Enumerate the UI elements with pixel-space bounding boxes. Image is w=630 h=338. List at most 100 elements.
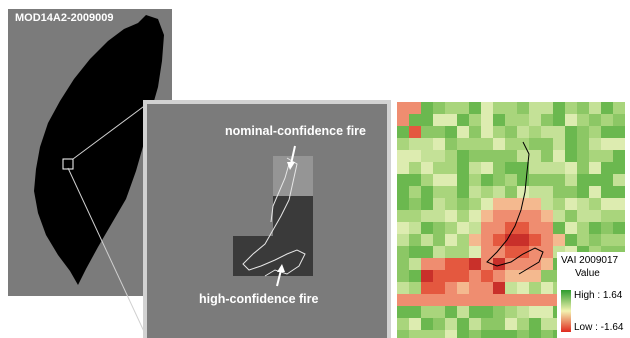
vai-cell [601, 102, 613, 114]
vai-cell [529, 198, 541, 210]
vai-cell [553, 114, 565, 126]
vai-cell [481, 102, 493, 114]
vai-cell [505, 234, 517, 246]
vai-cell [541, 114, 553, 126]
vai-cell [397, 246, 409, 258]
vai-cell [457, 150, 469, 162]
vai-cell [421, 270, 433, 282]
vai-cell [469, 234, 481, 246]
vai-cell [541, 150, 553, 162]
vai-cell [493, 138, 505, 150]
vai-cell [493, 270, 505, 282]
vai-cell [505, 294, 517, 306]
vai-cell [397, 210, 409, 222]
vai-cell [433, 318, 445, 330]
vai-cell [481, 330, 493, 338]
vai-cell [565, 102, 577, 114]
vai-cell [409, 222, 421, 234]
vai-cell [433, 186, 445, 198]
vai-cell [517, 102, 529, 114]
vai-cell [505, 114, 517, 126]
vai-cell [577, 138, 589, 150]
vai-cell [589, 102, 601, 114]
vai-cell [421, 222, 433, 234]
vai-cell [577, 126, 589, 138]
vai-cell [517, 186, 529, 198]
vai-cell [529, 270, 541, 282]
vai-cell [481, 114, 493, 126]
vai-cell [433, 282, 445, 294]
vai-cell [409, 174, 421, 186]
fire-pixel [273, 196, 313, 236]
fire-detail-panel: nominal-confidence fire high-confidence … [143, 100, 391, 338]
vai-cell [613, 234, 625, 246]
vai-cell [589, 222, 601, 234]
vai-cell [481, 246, 493, 258]
vai-cell [421, 162, 433, 174]
vai-cell [517, 294, 529, 306]
vai-cell [577, 186, 589, 198]
vai-cell [529, 114, 541, 126]
vai-cell [409, 306, 421, 318]
vai-cell [433, 294, 445, 306]
vai-cell [445, 174, 457, 186]
vai-cell [601, 186, 613, 198]
vai-cell [433, 138, 445, 150]
vai-cell [421, 138, 433, 150]
vai-cell [613, 126, 625, 138]
vai-cell [613, 210, 625, 222]
vai-cell [565, 210, 577, 222]
vai-cell [505, 102, 517, 114]
vai-cell [541, 138, 553, 150]
vai-cell [601, 126, 613, 138]
vai-cell [553, 210, 565, 222]
vai-cell [481, 174, 493, 186]
vai-cell [613, 150, 625, 162]
vai-cell [469, 306, 481, 318]
vai-cell [553, 174, 565, 186]
vai-cell [541, 234, 553, 246]
vai-cell [457, 330, 469, 338]
vai-cell [469, 198, 481, 210]
vai-cell [397, 126, 409, 138]
legend-subtitle: Value [575, 268, 600, 279]
vai-cell [493, 186, 505, 198]
vai-cell [553, 102, 565, 114]
vai-cell [541, 222, 553, 234]
vai-cell [457, 222, 469, 234]
nominal-fire-label: nominal-confidence fire [225, 124, 366, 138]
vai-cell [529, 282, 541, 294]
vai-cell [481, 258, 493, 270]
vai-cell [589, 186, 601, 198]
vai-cell [421, 318, 433, 330]
vai-cell [601, 114, 613, 126]
vai-cell [457, 138, 469, 150]
vai-cell [481, 138, 493, 150]
vai-cell [445, 294, 457, 306]
vai-cell [529, 330, 541, 338]
vai-cell [421, 210, 433, 222]
vai-cell [577, 162, 589, 174]
legend-color-ramp [561, 290, 571, 332]
vai-cell [397, 270, 409, 282]
vai-cell [505, 318, 517, 330]
vai-cell [457, 162, 469, 174]
vai-cell [481, 270, 493, 282]
vai-cell [589, 126, 601, 138]
vai-cell [565, 162, 577, 174]
vai-cell [397, 102, 409, 114]
vai-cell [565, 114, 577, 126]
vai-cell [445, 282, 457, 294]
vai-cell [613, 174, 625, 186]
vai-cell [517, 258, 529, 270]
vai-cell [517, 138, 529, 150]
vai-cell [613, 198, 625, 210]
vai-cell [469, 174, 481, 186]
vai-cell [397, 186, 409, 198]
vai-cell [529, 162, 541, 174]
vai-cell [541, 186, 553, 198]
vai-cell [517, 126, 529, 138]
vai-cell [589, 198, 601, 210]
vai-cell [589, 210, 601, 222]
vai-cell [445, 306, 457, 318]
